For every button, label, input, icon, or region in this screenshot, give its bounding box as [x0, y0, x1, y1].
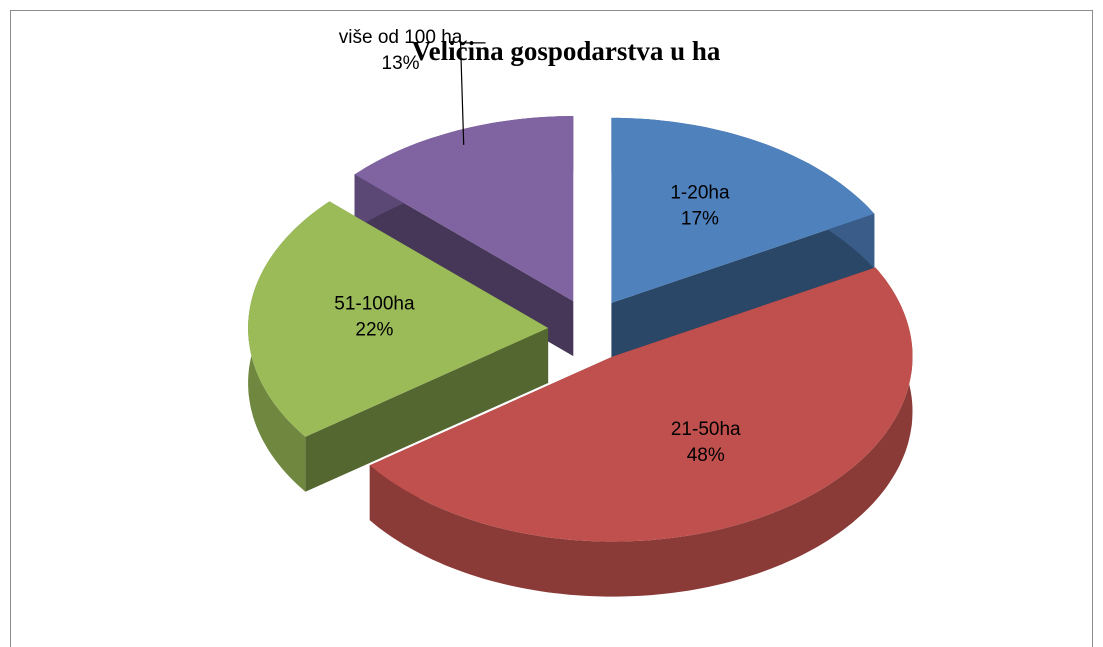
category-label: 51-100ha — [334, 293, 415, 314]
category-label: više od 100 ha — [339, 27, 463, 48]
slice — [354, 116, 574, 302]
category-label: 21-50ha — [671, 419, 741, 440]
data-label: više od 100 ha 13% — [339, 27, 463, 74]
data-label: 1-20ha 17% — [670, 183, 730, 230]
leader-line — [459, 42, 486, 145]
value-label: 22% — [355, 319, 393, 340]
value-label: 13% — [382, 53, 420, 74]
value-label: 17% — [681, 209, 719, 230]
value-label: 48% — [687, 445, 725, 466]
data-label: 21-50ha 48% — [671, 419, 741, 466]
slice-group — [248, 201, 549, 492]
slice — [611, 117, 875, 303]
slice-side — [369, 267, 913, 597]
slice-group — [611, 117, 875, 358]
slice-side — [354, 174, 574, 357]
slice — [248, 201, 549, 437]
data-label: 51-100ha 22% — [334, 293, 415, 340]
slice-side — [611, 213, 875, 358]
chart-title: Veličina gospodarstva u ha — [412, 36, 721, 66]
slice-group — [354, 116, 574, 357]
slice-group — [369, 267, 913, 597]
category-label: 1-20ha — [670, 183, 730, 204]
slice — [369, 267, 913, 542]
slice-side — [305, 328, 549, 492]
